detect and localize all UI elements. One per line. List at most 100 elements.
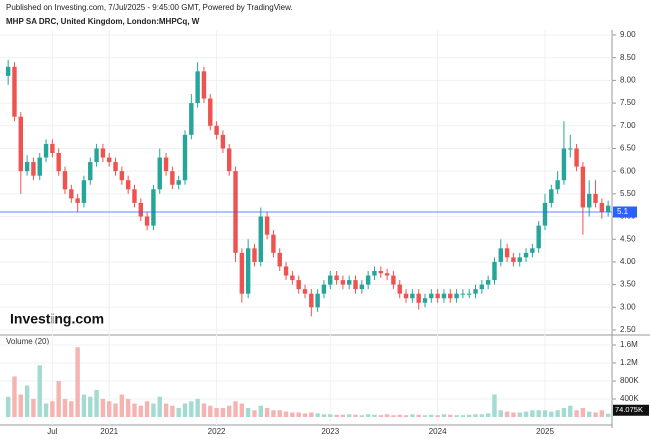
volume-bar (144, 401, 150, 417)
published-note: Published on Investing.com, 7/Jul/2025 -… (6, 3, 293, 12)
volume-bar (189, 401, 194, 417)
volume-bar (448, 414, 453, 417)
volume-bar (321, 414, 327, 417)
candle-body (151, 189, 156, 226)
candle-body (296, 280, 301, 290)
candle-body (347, 280, 352, 285)
y-tick-label: 5.50 (620, 189, 636, 198)
candle-body (530, 248, 535, 253)
volume-bar (334, 414, 339, 417)
volume-bar (580, 408, 586, 417)
volume-bar (511, 412, 516, 417)
volume-bar (302, 413, 308, 417)
candle-body (587, 193, 592, 208)
candle-body (37, 157, 42, 176)
volume-bar (233, 401, 238, 417)
candle-body (125, 180, 131, 190)
volume-bar (328, 414, 333, 417)
y-tick-label: 3.50 (620, 280, 636, 289)
volume-bar (568, 405, 573, 417)
y-tick-label: 2.50 (620, 325, 636, 334)
candle-body (132, 189, 137, 203)
volume-bar (163, 403, 169, 417)
volume-bar (258, 405, 263, 417)
candle-body (252, 248, 257, 262)
volume-bar (138, 405, 143, 417)
candle-body (12, 66, 17, 117)
candle-body (372, 271, 377, 276)
volume-bar (403, 415, 409, 417)
volume-bar (119, 394, 125, 417)
volume-bar (542, 410, 548, 417)
x-tick-label: 2025 (536, 427, 554, 436)
candle-body (574, 148, 579, 167)
candle-body (56, 153, 61, 172)
last-volume-label: 74.075K (615, 405, 643, 414)
volume-bar (416, 414, 421, 417)
volume-bar (410, 414, 415, 417)
candle-body (157, 157, 162, 190)
volume-bar (473, 414, 478, 417)
chart-title: MHP SA DRC, United Kingdom, London:MHPCq… (6, 17, 200, 26)
candle-body (441, 293, 447, 299)
y-tick-label: 7.50 (620, 98, 636, 107)
volume-bar (599, 410, 605, 417)
candle-body (479, 284, 485, 290)
volume-bar (435, 415, 440, 417)
candle-body (511, 257, 516, 262)
y-tick-label: 3.00 (620, 302, 636, 311)
y-tick-label: 4.00 (620, 257, 636, 266)
candle-body (176, 180, 181, 185)
volume-bar (113, 403, 118, 417)
candle-body (593, 193, 598, 203)
y-tick-label: 6.00 (620, 166, 636, 175)
volume-bar (43, 403, 49, 417)
volume-bar (365, 414, 371, 417)
candle-body (18, 116, 23, 172)
volume-bar (182, 403, 188, 417)
y2-tick-label: 400K (620, 394, 639, 403)
volume-bar (378, 415, 383, 417)
volume-bar (530, 410, 535, 417)
candle-body (422, 298, 428, 303)
candle-body (473, 289, 478, 294)
volume-bar (107, 401, 112, 417)
candle-body (119, 171, 125, 181)
candle-body (277, 252, 282, 267)
x-tick-label: Jul (47, 427, 57, 436)
candle-body (599, 202, 605, 212)
volume-bar (517, 412, 522, 417)
candle-body (504, 248, 510, 258)
candle-body (536, 225, 541, 249)
candle-body (24, 162, 30, 172)
candle-body (454, 293, 459, 299)
candle-body (75, 198, 80, 203)
candle-body (62, 171, 68, 190)
volume-bar (100, 399, 106, 417)
volume-bar (290, 412, 295, 417)
candle-body (517, 257, 522, 262)
volume-bar (37, 365, 42, 417)
candle-body (485, 280, 491, 285)
y2-tick-label: 1.6M (620, 340, 638, 349)
last-price-label: 5.1 (617, 207, 629, 216)
candle-body (340, 280, 346, 285)
volume-bar (574, 410, 579, 417)
volume-bar (62, 399, 68, 417)
candle-body (384, 273, 390, 276)
candle-body (467, 293, 472, 295)
candle-body (214, 125, 219, 135)
candle-body (365, 275, 371, 285)
candle-body (245, 248, 251, 294)
volume-bar (208, 405, 213, 417)
volume-bar (283, 411, 289, 417)
volume-bar (384, 414, 390, 417)
y2-tick-label: 800K (620, 376, 639, 385)
volume-bar (353, 414, 358, 417)
volume-bar (296, 412, 301, 417)
volume-bar (479, 414, 485, 417)
volume-bar (372, 414, 377, 417)
volume-bar (454, 415, 459, 417)
candle-body (100, 148, 106, 158)
